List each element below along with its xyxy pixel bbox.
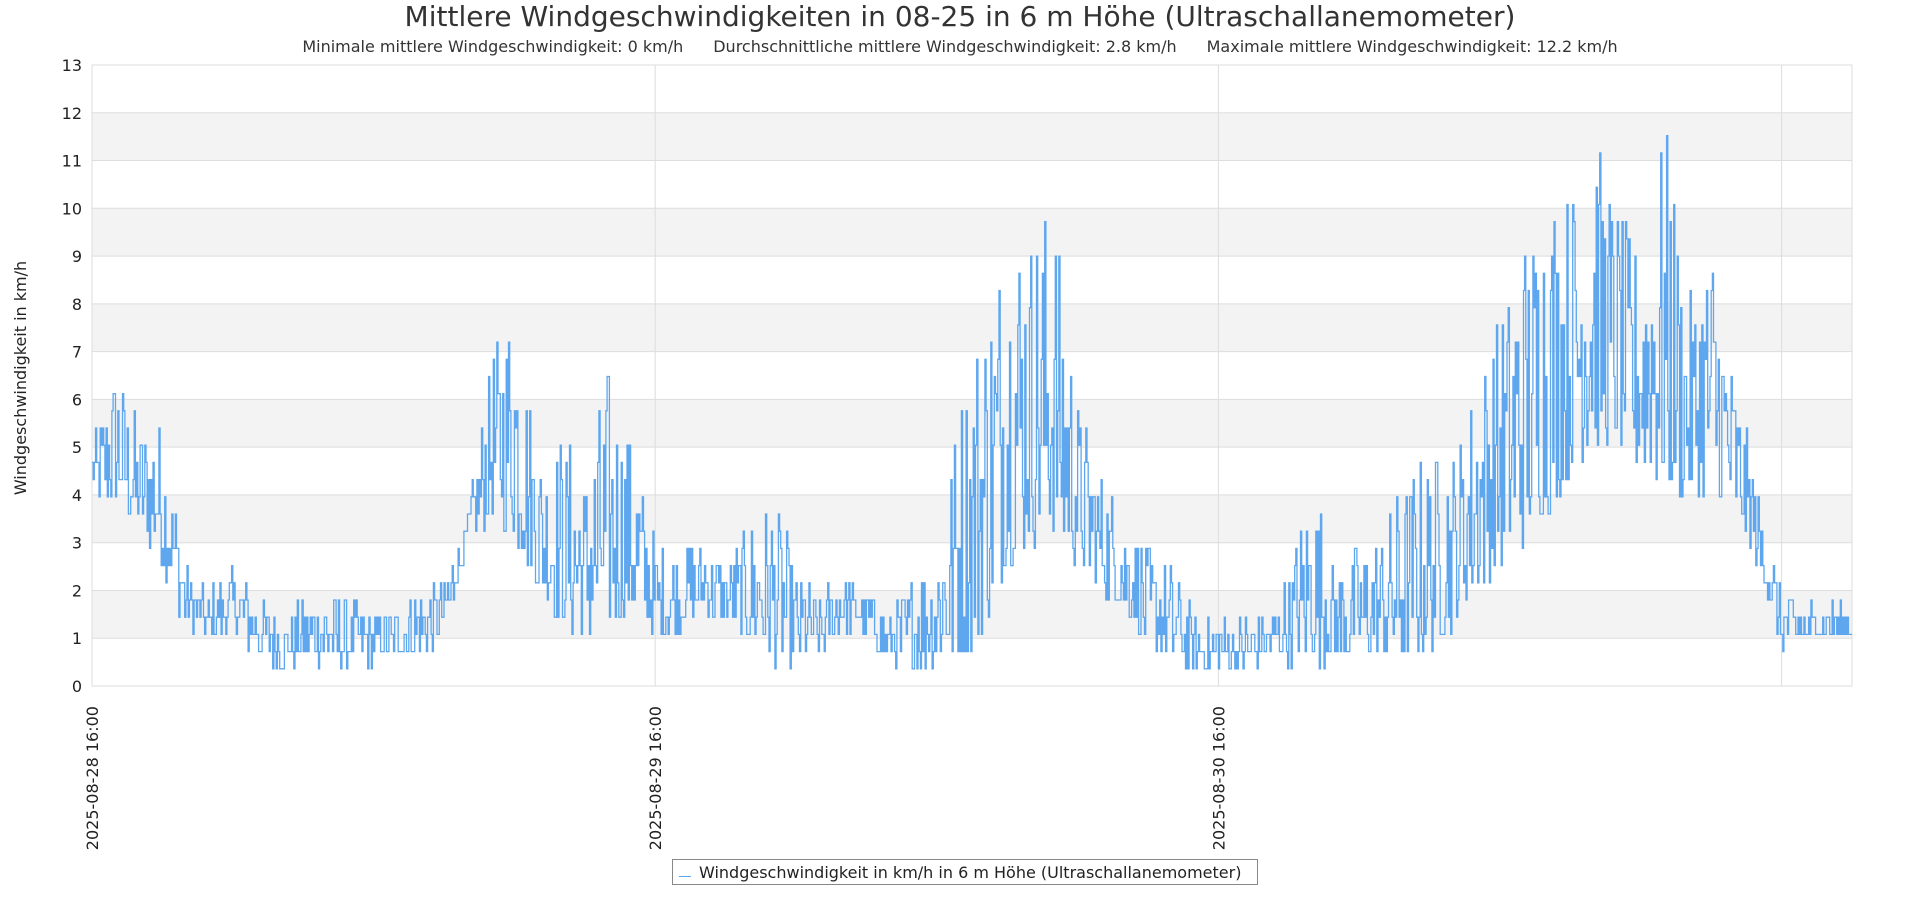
y-axis-label: Windgeschwindigkeit in km/h — [11, 261, 30, 495]
x-tick-label: 2025-08-29 16:00 — [646, 706, 665, 850]
y-tick-label: 8 — [72, 295, 82, 314]
y-tick-label: 2 — [72, 581, 82, 600]
series-path-wind-speed — [92, 135, 1852, 670]
x-tick-label: 2025-08-30 16:00 — [1209, 706, 1228, 850]
subtitle-min: Minimale mittlere Windgeschwindigkeit: 0… — [302, 37, 684, 56]
chart-title: Mittlere Windgeschwindigkeiten in 08-25 … — [404, 0, 1516, 33]
y-tick-label: 9 — [72, 247, 82, 266]
grid-band — [92, 303, 1852, 352]
y-tick-label: 10 — [62, 199, 82, 218]
y-tick-label: 1 — [72, 629, 82, 648]
series-line — [92, 135, 1852, 670]
y-tick-label: 7 — [72, 343, 82, 362]
subtitle-max: Maximale mittlere Windgeschwindigkeit: 1… — [1206, 37, 1618, 56]
y-tick-label: 4 — [72, 486, 82, 505]
chart-subtitle: Minimale mittlere Windgeschwindigkeit: 0… — [0, 36, 1920, 58]
y-tick-label: 6 — [72, 390, 82, 409]
y-tick-label: 12 — [62, 104, 82, 123]
x-tick-label: 2025-08-28 16:00 — [83, 706, 102, 850]
plot-frame — [91, 64, 1853, 687]
legend-label: Windgeschwindigkeit in km/h in 6 m Höhe … — [699, 862, 1242, 882]
legend[interactable]: Windgeschwindigkeit in km/h in 6 m Höhe … — [672, 859, 1258, 885]
subtitle-avg: Durchschnittliche mittlere Windgeschwind… — [713, 37, 1177, 56]
y-tick-label: 0 — [72, 677, 82, 696]
grid-band — [92, 208, 1852, 257]
legend-swatch — [679, 875, 691, 877]
y-tick-label: 11 — [62, 152, 82, 171]
x-tick-labels: 2025-08-28 16:00 2025-08-29 16:00 2025-08-… — [83, 706, 1228, 850]
y-tick-label: 5 — [72, 438, 82, 457]
y-tick-label: 3 — [72, 534, 82, 553]
y-tick-label: 13 — [62, 56, 82, 75]
grid-band — [92, 112, 1852, 161]
